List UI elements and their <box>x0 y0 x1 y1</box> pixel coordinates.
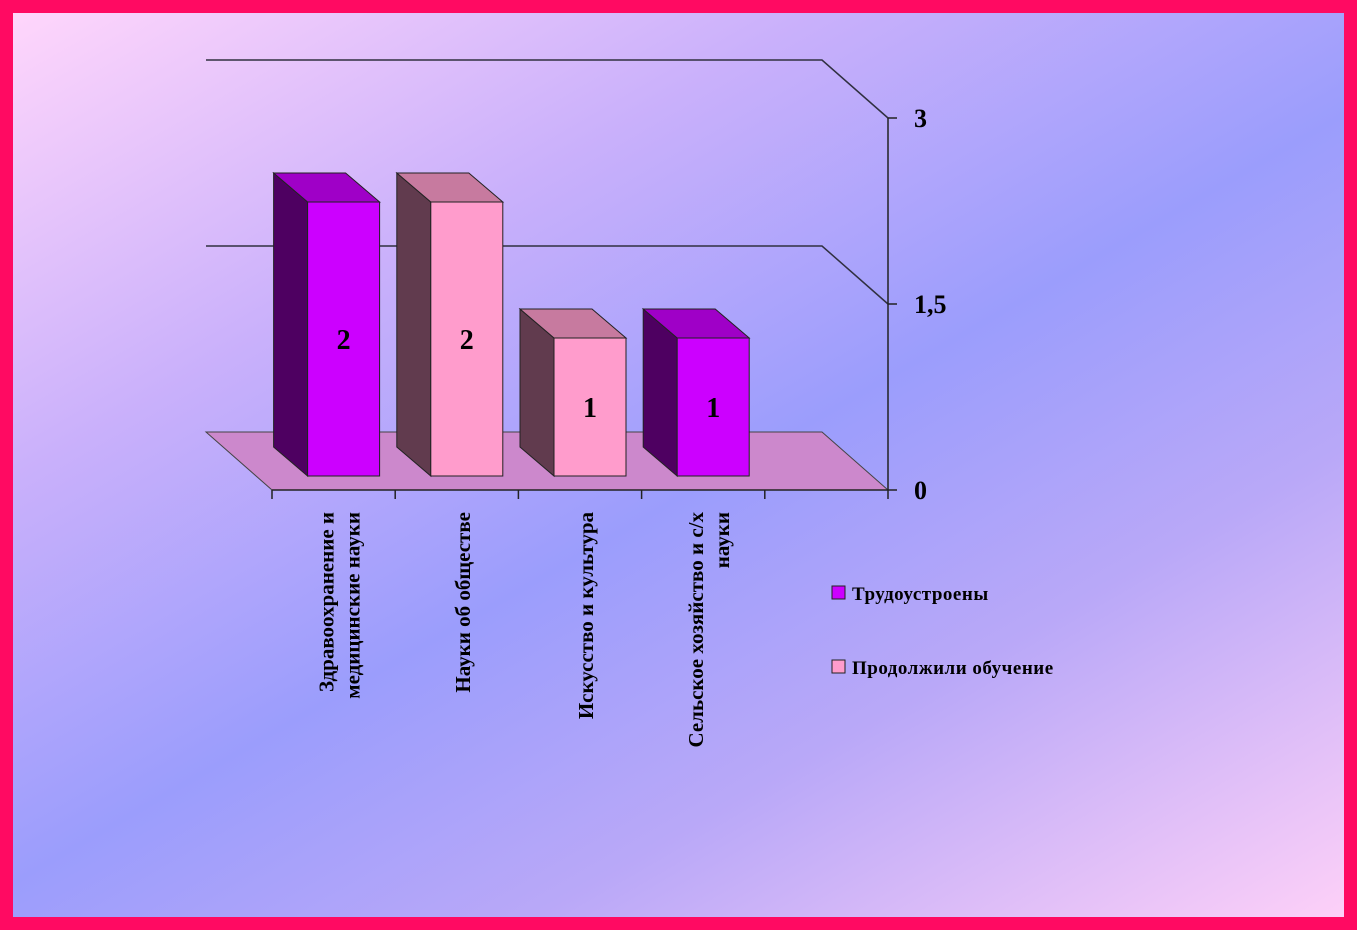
category-label-line: Науки об обществе <box>451 512 475 693</box>
category-label: Искусство и культура <box>574 512 598 720</box>
category-label-line: науки <box>710 512 734 568</box>
data-label: 1 <box>706 393 720 424</box>
y-tick-label: 1,5 <box>914 290 947 319</box>
legend-label: Продолжили обучение <box>852 658 1054 679</box>
data-label: 2 <box>337 325 351 356</box>
data-label: 2 <box>460 325 474 356</box>
gridline <box>206 59 889 119</box>
y-tick-label: 0 <box>914 476 927 505</box>
legend-label: Трудоустроены <box>852 584 989 605</box>
axes <box>271 117 897 499</box>
legend-item: Трудоустроены <box>831 584 989 605</box>
bar <box>272 171 381 478</box>
category-label-line: медицинские науки <box>341 512 365 699</box>
category-label-line: Сельское хозяйство и с/х <box>684 512 708 748</box>
category-labels: Здравоохранение и медицинские науки Науки … <box>315 512 735 748</box>
bar-front <box>676 337 750 477</box>
y-tick-labels: 01,53 <box>914 104 947 505</box>
bar-front <box>553 337 627 477</box>
bar <box>518 307 628 478</box>
data-label: 1 <box>583 393 597 424</box>
bar-front <box>430 201 504 477</box>
bar <box>395 171 505 478</box>
category-label: Здравоохранение и медицинские науки <box>315 512 365 699</box>
bar <box>641 307 751 478</box>
category-label: Науки об обществе <box>451 512 475 693</box>
bar-front <box>307 201 381 477</box>
legend: Трудоустроены Продолжили обучение <box>831 584 1054 679</box>
bars: 2 2 1 1 <box>272 171 751 478</box>
bar-side <box>396 171 432 478</box>
category-label: Сельское хозяйство и с/х науки <box>684 512 734 748</box>
legend-item: Продолжили обучение <box>831 658 1054 679</box>
category-label-line: Здравоохранение и <box>315 512 339 692</box>
category-label-line: Искусство и культура <box>574 512 598 720</box>
y-tick-label: 3 <box>914 104 927 133</box>
bar-side <box>273 171 309 478</box>
legend-swatch <box>831 585 846 600</box>
legend-swatch <box>831 659 846 674</box>
